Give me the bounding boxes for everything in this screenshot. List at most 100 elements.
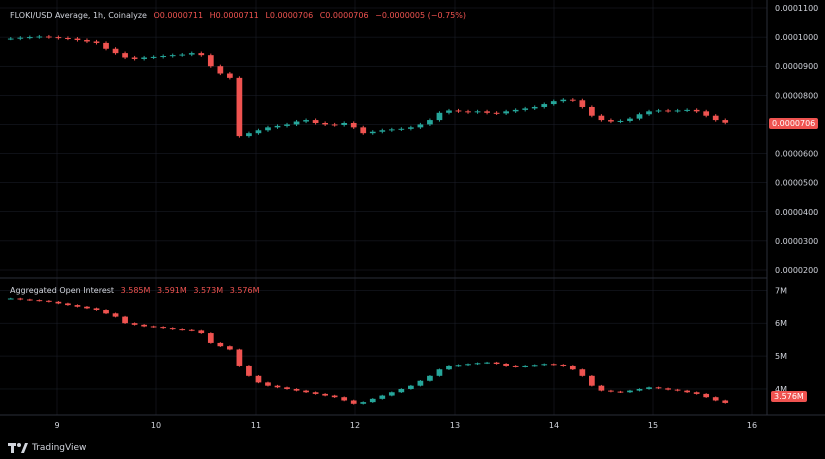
candle-body (331, 124, 338, 126)
candle-body (665, 388, 671, 390)
candle-body (17, 37, 24, 39)
candle-body (46, 300, 52, 302)
last-oi-tag: 3.576M (771, 391, 807, 402)
candle-body (74, 305, 81, 307)
candle-body (531, 106, 538, 109)
candle-body (103, 310, 109, 314)
candle-body (436, 369, 443, 376)
tradingview-logo[interactable]: TradingView (8, 443, 86, 453)
price-legend[interactable]: FLOKI/USD Average, 1h, Coinalyze O0.0000… (10, 11, 470, 20)
candle-body (303, 390, 309, 393)
oi-high: 3.591M (156, 286, 187, 295)
candle-body (369, 398, 376, 403)
candle-body (484, 111, 490, 113)
candle-body (560, 364, 567, 366)
candle-body (693, 392, 700, 394)
candle-body (169, 55, 176, 57)
candle-body (265, 127, 271, 131)
candle-body (484, 362, 490, 364)
candle-body (512, 109, 519, 112)
time-axis[interactable]: 9 10 11 12 13 14 15 16 (54, 421, 757, 430)
time-tick-label: 15 (648, 421, 658, 430)
axis-tick-label: 0.0000600 (775, 150, 818, 159)
candle-body (141, 324, 147, 327)
candle-body (179, 54, 186, 56)
candle-body (446, 110, 452, 113)
axis-tick-label: 4M (775, 385, 787, 394)
candle-body (312, 392, 319, 394)
candle-body (236, 349, 243, 366)
candle-body (246, 133, 252, 137)
candle-body (350, 122, 357, 128)
candle-body (141, 57, 147, 59)
candle-body (112, 48, 119, 54)
candle-body (360, 402, 367, 404)
oi-open: 3.585M (120, 286, 151, 295)
candle-body (465, 111, 471, 113)
candle-body (703, 393, 710, 398)
candle-body (350, 400, 357, 404)
candle-body (65, 303, 71, 306)
candle-body (579, 369, 586, 376)
candle-body (284, 387, 290, 389)
oi-title: Aggregated Open Interest (10, 286, 115, 295)
candle-body (46, 36, 52, 38)
candle-body (627, 118, 633, 121)
candle-body (408, 385, 414, 389)
candle-body (522, 365, 529, 367)
candle-body (341, 122, 348, 126)
candle-body (503, 363, 509, 366)
candle-body (455, 110, 462, 112)
candle-body (722, 120, 729, 123)
open-interest-series (7, 297, 729, 405)
candle-body (322, 393, 328, 396)
open-interest-axis[interactable]: 4M 5M 6M 7M (775, 286, 787, 394)
candle-body (579, 100, 586, 107)
change-value: −0.0000005 (−0.75%) (375, 11, 466, 20)
candle-body (617, 391, 624, 393)
candle-body (655, 387, 662, 389)
candle-body (55, 37, 62, 39)
candle-body (207, 333, 214, 343)
candle-body (36, 36, 43, 38)
candle-body (7, 38, 14, 40)
candle-body (284, 124, 290, 126)
oi-close: 3.576M (229, 286, 260, 295)
axis-tick-label: 0.0000800 (775, 91, 818, 100)
candle-body (65, 37, 71, 39)
time-tick-label: 9 (54, 421, 59, 430)
candle-body (388, 392, 395, 396)
axis-tick-label: 0.0001000 (775, 33, 818, 42)
candle-body (331, 395, 338, 398)
oi-legend[interactable]: Aggregated Open Interest 3.585M 3.591M 3… (10, 286, 264, 295)
candle-body (293, 388, 300, 391)
candle-body (398, 128, 405, 130)
candle-body (541, 104, 548, 107)
candle-body (207, 55, 214, 67)
candle-body (455, 365, 462, 367)
candle-body (150, 56, 157, 58)
candle-body (26, 299, 33, 301)
axis-tick-label: 0.0000200 (775, 266, 818, 275)
candle-body (388, 129, 395, 131)
candle-body (217, 342, 224, 347)
candle-body (36, 300, 43, 302)
candle-body (84, 306, 90, 309)
candle-body (274, 125, 281, 128)
candle-body (103, 42, 109, 49)
candle-body (198, 53, 205, 56)
candle-body (398, 388, 405, 393)
candle-body (255, 130, 262, 134)
candle-body (608, 390, 614, 392)
candle-body (227, 346, 233, 350)
open-value: O0.0000711 (153, 11, 204, 20)
candle-body (712, 115, 719, 121)
candle-body (589, 375, 595, 386)
candle-body (493, 362, 500, 364)
candle-body (417, 124, 424, 128)
candle-body (627, 390, 633, 393)
candle-body (474, 363, 481, 365)
candle-body (655, 110, 662, 112)
